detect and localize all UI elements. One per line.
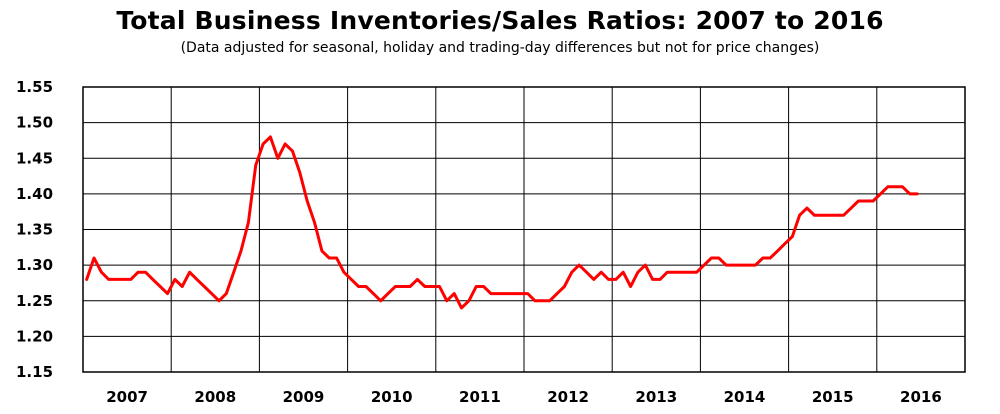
vertical-gridlines xyxy=(170,87,878,372)
chart-title: Total Business Inventories/Sales Ratios:… xyxy=(116,6,884,35)
y-tick-label: 1.50 xyxy=(16,114,53,132)
x-tick-label: 2016 xyxy=(900,388,942,406)
y-tick-label: 1.35 xyxy=(16,221,53,239)
y-tick-label: 1.15 xyxy=(16,363,53,381)
y-tick-label: 1.40 xyxy=(16,185,53,203)
y-tick-label: 1.25 xyxy=(16,292,53,310)
series-line xyxy=(85,135,919,310)
y-tick-label: 1.20 xyxy=(16,327,53,345)
x-tick-label: 2009 xyxy=(283,388,325,406)
plot-area-frame xyxy=(82,86,966,373)
x-tick-label: 2008 xyxy=(194,388,236,406)
y-tick-label: 1.55 xyxy=(16,78,53,96)
x-tick-label: 2012 xyxy=(547,388,589,406)
chart-subtitle: (Data adjusted for seasonal, holiday and… xyxy=(180,40,820,56)
x-axis-tick-labels: 2007 2008 2009 2010 2011 2012 2013 2014 2015 2016 xyxy=(106,388,942,406)
x-tick-label: 2011 xyxy=(459,388,501,406)
x-tick-label: 2013 xyxy=(635,388,677,406)
y-tick-label: 1.30 xyxy=(16,256,53,274)
x-tick-label: 2014 xyxy=(724,388,766,406)
x-tick-label: 2007 xyxy=(106,388,148,406)
x-tick-label: 2015 xyxy=(812,388,854,406)
y-tick-label: 1.45 xyxy=(16,149,53,167)
x-tick-label: 2010 xyxy=(371,388,413,406)
y-axis-tick-labels: 1.55 1.50 1.45 1.40 1.35 1.30 1.25 1.20 1.15 xyxy=(16,78,53,381)
